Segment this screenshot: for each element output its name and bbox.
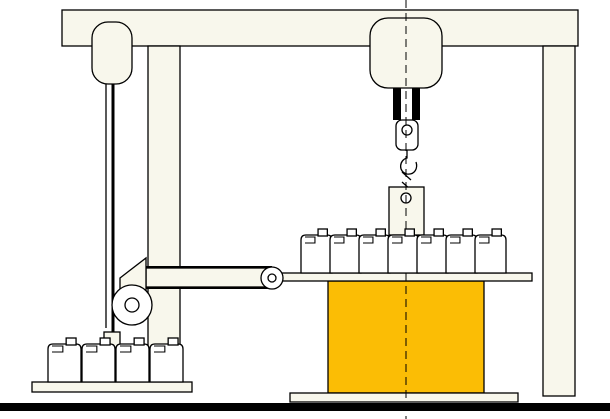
base-plate bbox=[289, 392, 519, 403]
canister bbox=[300, 228, 333, 274]
canister bbox=[387, 228, 420, 274]
left-pulley-housing bbox=[91, 21, 133, 85]
ground bbox=[0, 403, 610, 411]
canister-group-platform bbox=[47, 337, 184, 383]
drive-roller bbox=[111, 284, 153, 326]
drive-roller-hub bbox=[124, 297, 140, 313]
overhead-beam bbox=[61, 9, 579, 47]
tension-roller bbox=[260, 266, 284, 290]
tension-roller-hub bbox=[267, 273, 277, 283]
canister bbox=[445, 228, 478, 274]
lifting-hook bbox=[399, 150, 418, 175]
left-column bbox=[147, 45, 181, 383]
canister bbox=[81, 337, 116, 383]
canister bbox=[149, 337, 184, 383]
left-platform bbox=[31, 381, 193, 393]
hook-block-pin bbox=[401, 124, 413, 136]
canister bbox=[47, 337, 82, 383]
canister bbox=[474, 228, 507, 274]
hoist-rope-left bbox=[393, 88, 401, 120]
right-column bbox=[542, 45, 576, 397]
canister-group-table bbox=[300, 228, 507, 274]
canister bbox=[416, 228, 449, 274]
canister bbox=[115, 337, 150, 383]
canister bbox=[329, 228, 362, 274]
canister bbox=[358, 228, 391, 274]
weight-block bbox=[327, 280, 485, 394]
hoist-rope-right bbox=[412, 88, 420, 120]
belt-conveyor bbox=[145, 266, 273, 289]
table-top bbox=[269, 272, 533, 282]
